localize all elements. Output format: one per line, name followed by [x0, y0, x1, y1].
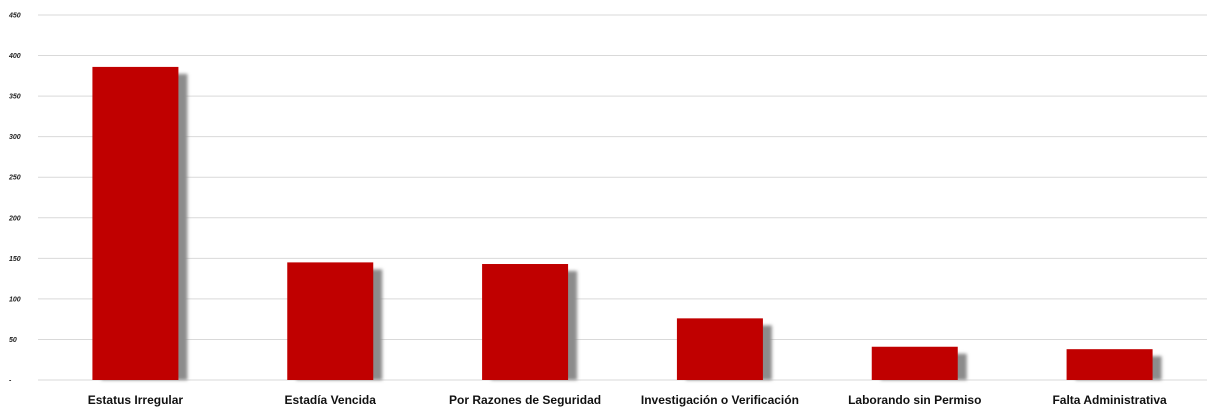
x-tick-label: Estadía Vencida	[285, 393, 377, 407]
x-tick-label: Estatus Irregular	[88, 393, 184, 407]
y-tick-label: 400	[8, 53, 21, 60]
y-tick-label: 100	[9, 296, 21, 303]
bar	[92, 66, 179, 381]
bar	[676, 318, 763, 380]
x-tick-label: Falta Administrativa	[1052, 393, 1167, 407]
y-tick-label: 150	[9, 256, 21, 263]
x-tick-label: Investigación o Verificación	[641, 393, 799, 407]
x-axis: Estatus Irregular Estadía Vencida Por Razo…	[88, 393, 1167, 407]
y-tick-label: 450	[8, 13, 21, 20]
bar	[1066, 349, 1153, 380]
bar	[871, 346, 958, 380]
y-tick-label: 50	[9, 337, 17, 344]
x-tick-label: Laborando sin Permiso	[848, 393, 981, 407]
y-tick-label: 300	[9, 134, 21, 141]
y-tick-label: 200	[8, 215, 21, 222]
y-tick-label: 350	[9, 94, 21, 101]
bars	[92, 66, 1162, 381]
y-axis: - 50 100 150 200 250 300 350 400 450	[8, 13, 21, 385]
y-tick-label: 250	[8, 175, 21, 182]
bar	[287, 262, 374, 380]
y-tick-label: -	[9, 378, 12, 385]
x-tick-label: Por Razones de Seguridad	[449, 393, 601, 407]
gridlines	[38, 14, 1207, 381]
bar	[482, 264, 569, 380]
